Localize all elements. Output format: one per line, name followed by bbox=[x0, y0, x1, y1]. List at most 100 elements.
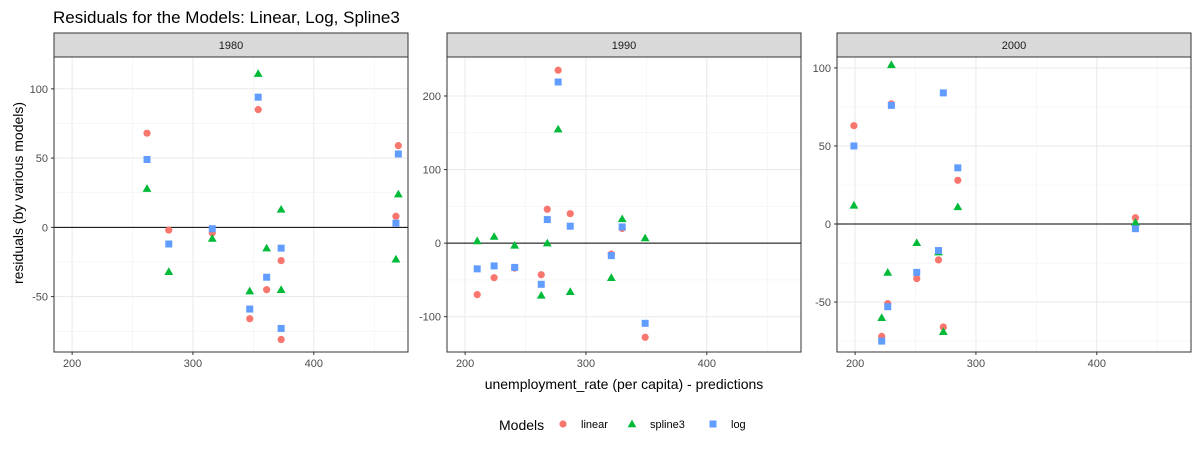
point-spline3 bbox=[276, 204, 286, 213]
point-log bbox=[554, 78, 562, 86]
point-spline3 bbox=[245, 286, 255, 295]
point-linear bbox=[913, 275, 921, 283]
x-tick-label: 300 bbox=[184, 358, 202, 370]
point-linear bbox=[246, 315, 254, 323]
point-log bbox=[263, 273, 271, 281]
x-tick-label: 400 bbox=[1088, 358, 1106, 370]
point-log bbox=[607, 252, 615, 260]
point-log bbox=[143, 155, 151, 163]
point-spline3 bbox=[886, 60, 896, 69]
point-log bbox=[884, 303, 892, 311]
y-tick-label: 0 bbox=[435, 238, 441, 250]
point-log bbox=[165, 240, 173, 248]
point-log bbox=[934, 247, 942, 255]
legend-label-log: log bbox=[731, 419, 746, 431]
x-tick-label: 300 bbox=[967, 358, 985, 370]
point-linear bbox=[850, 122, 858, 130]
point-log bbox=[511, 263, 519, 271]
facet-strip bbox=[836, 32, 1192, 58]
point-linear bbox=[954, 176, 962, 184]
point-log bbox=[566, 222, 574, 230]
y-tick-label: 0 bbox=[825, 219, 831, 231]
point-linear bbox=[934, 256, 943, 264]
point-spline3 bbox=[489, 232, 499, 240]
point-spline3 bbox=[253, 69, 263, 77]
point-log bbox=[277, 244, 285, 252]
facet-panel-1990: 200 300 400 -100 0 100 200 1990 bbox=[419, 32, 802, 370]
point-linear bbox=[263, 286, 271, 294]
point-log bbox=[887, 101, 895, 109]
point-spline3 bbox=[472, 236, 482, 245]
point-linear bbox=[537, 271, 545, 279]
y-tick-label: -50 bbox=[32, 292, 48, 304]
point-spline3 bbox=[565, 287, 575, 295]
point-spline3 bbox=[164, 267, 174, 275]
facet-strip bbox=[53, 32, 409, 58]
legend-title: Models bbox=[499, 417, 544, 433]
point-linear bbox=[143, 129, 151, 137]
point-linear bbox=[394, 142, 402, 150]
legend-label-linear: linear bbox=[581, 419, 608, 431]
facet-strip-label: 1990 bbox=[612, 40, 636, 52]
x-tick-label: 300 bbox=[577, 358, 595, 370]
x-tick-label: 400 bbox=[305, 358, 323, 370]
legend-item-linear: linear bbox=[559, 419, 608, 431]
point-log bbox=[246, 305, 254, 313]
plot-panel-background bbox=[54, 57, 408, 352]
point-linear bbox=[554, 66, 562, 74]
point-log bbox=[543, 216, 551, 224]
y-tick-label: 100 bbox=[813, 63, 831, 75]
point-log bbox=[913, 268, 921, 276]
y-tick-label: 100 bbox=[30, 84, 48, 96]
x-tick-label: 200 bbox=[63, 358, 81, 370]
point-linear bbox=[939, 323, 947, 331]
point-log bbox=[1131, 225, 1139, 233]
point-log bbox=[208, 225, 216, 233]
chart-title: Residuals for the Models: Linear, Log, S… bbox=[53, 8, 400, 27]
legend-label-spline3: spline3 bbox=[650, 419, 685, 431]
point-log bbox=[392, 219, 400, 227]
point-spline3 bbox=[1131, 218, 1140, 226]
legend-key-linear bbox=[559, 420, 567, 428]
point-linear bbox=[473, 291, 481, 299]
point-spline3 bbox=[262, 243, 272, 252]
point-spline3 bbox=[938, 327, 948, 336]
point-spline3 bbox=[953, 202, 963, 211]
x-tick-label: 200 bbox=[846, 358, 864, 370]
y-tick-label: 200 bbox=[423, 91, 441, 103]
point-log bbox=[618, 223, 626, 231]
point-spline3 bbox=[510, 240, 520, 249]
point-spline3 bbox=[640, 233, 650, 242]
point-linear bbox=[277, 335, 285, 344]
x-tick-label: 200 bbox=[456, 358, 474, 370]
point-log bbox=[954, 164, 962, 172]
point-linear bbox=[490, 274, 498, 282]
y-tick-label: 100 bbox=[423, 165, 441, 177]
point-linear bbox=[392, 212, 400, 220]
y-tick-label: -50 bbox=[815, 297, 831, 309]
point-log bbox=[254, 93, 262, 101]
y-axis-title: residuals (by various models) bbox=[10, 102, 26, 284]
facet-strip-label: 2000 bbox=[1002, 40, 1026, 52]
facet-strip bbox=[446, 32, 802, 58]
x-axis-title: unemployment_rate (per capita) - predict… bbox=[485, 376, 764, 392]
point-log bbox=[473, 265, 481, 273]
x-tick-label: 400 bbox=[698, 358, 716, 370]
facet-panel-1980: 200 300 400 -50 0 50 100 1980 bbox=[30, 32, 409, 370]
point-linear bbox=[1131, 214, 1140, 222]
point-spline3 bbox=[142, 184, 152, 192]
point-spline3 bbox=[606, 273, 616, 281]
point-linear bbox=[165, 226, 173, 234]
plot-panel-background bbox=[837, 57, 1191, 352]
y-tick-label: 0 bbox=[42, 222, 48, 234]
point-spline3 bbox=[617, 214, 627, 223]
point-spline3 bbox=[877, 313, 887, 321]
legend-key-log bbox=[709, 420, 717, 428]
point-log bbox=[850, 142, 858, 150]
point-spline3 bbox=[536, 290, 546, 299]
point-spline3 bbox=[553, 124, 563, 133]
y-tick-label: -100 bbox=[419, 312, 441, 324]
point-spline3 bbox=[883, 267, 893, 276]
point-log bbox=[277, 324, 285, 332]
